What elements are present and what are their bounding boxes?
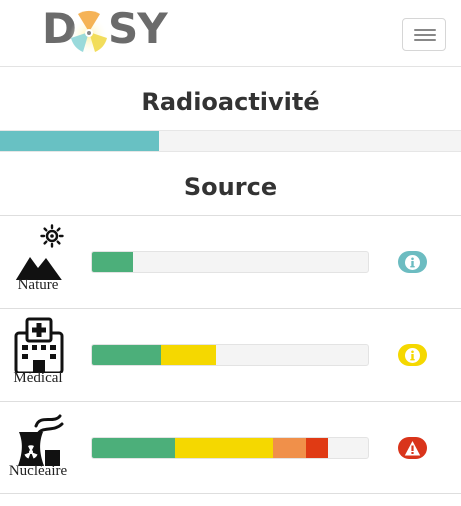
hamburger-icon [414,29,436,31]
radiation-flower-icon [69,10,109,54]
dosy-logo[interactable]: D SY [42,4,168,54]
radioactivity-progress-fill [0,131,160,151]
source-bar-medical [91,344,369,366]
source-bar-nuclear [91,437,369,459]
bar-segment-red [305,438,328,458]
page-title: Radioactivité [141,88,320,116]
hamburger-icon-bar [414,34,436,36]
source-row-medical: Médical [0,308,461,401]
hamburger-icon-bar [414,39,436,41]
nature-info-badge[interactable] [398,251,427,273]
bar-segment-yellow [161,345,217,365]
section-title: Source [183,173,278,201]
bar-segment-green [92,252,134,272]
info-icon [405,255,420,270]
source-label-nuclear: Nucléaire [8,463,68,479]
source-label-nature: Nature [17,277,59,293]
source-label-medical: Médical [13,370,63,386]
warning-icon [404,441,421,456]
source-bar-nature [91,251,369,273]
hospital-icon [14,317,64,373]
menu-toggle-button[interactable] [402,18,446,51]
navbar: D SY [0,0,461,67]
bar-segment-green [92,345,161,365]
info-icon [405,348,420,363]
nuclear-plant-icon [18,414,64,466]
logo-letters-sy: SY [108,4,168,53]
medical-info-badge[interactable] [398,344,427,366]
source-row-nuclear: Nucléaire [0,401,461,494]
bar-segment-green [92,438,175,458]
radioactivity-progress-bar [0,130,461,152]
bar-segment-yellow [174,438,273,458]
source-row-nature: Nature [0,215,461,308]
bar-segment-orange [272,438,306,458]
mountain-sun-icon [15,224,64,280]
nuclear-warning-badge[interactable] [398,437,427,459]
